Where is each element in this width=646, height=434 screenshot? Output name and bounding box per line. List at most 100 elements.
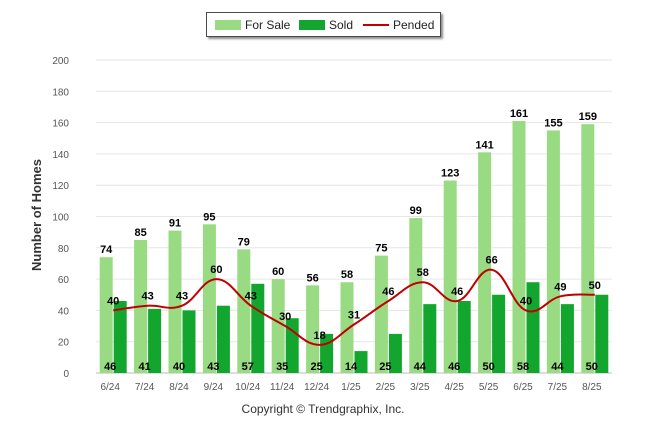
data-label-pended: 40 — [107, 295, 119, 307]
data-label-pended: 31 — [348, 309, 360, 321]
bar-for-sale — [271, 279, 285, 373]
bar-sold — [595, 294, 609, 373]
x-tick-label: 7/24 — [135, 382, 155, 393]
data-label-pended: 58 — [417, 267, 429, 279]
y-tick-label: 160 — [52, 119, 69, 130]
bar-for-sale — [202, 224, 216, 373]
data-label-sold: 46 — [104, 361, 116, 373]
data-label-for-sale: 91 — [169, 218, 181, 230]
bar-sold — [492, 294, 506, 373]
bar-sold — [354, 351, 368, 373]
data-label-pended: 60 — [210, 264, 222, 276]
bar-sold — [182, 310, 196, 373]
pended-line — [113, 268, 595, 346]
data-label-pended: 50 — [589, 280, 601, 292]
x-tick-label: 11/24 — [270, 382, 295, 393]
data-label-pended: 30 — [279, 311, 291, 323]
bar-for-sale — [99, 257, 113, 373]
data-label-sold: 25 — [310, 361, 322, 373]
y-tick-label: 80 — [58, 244, 70, 255]
data-label-pended: 49 — [554, 281, 566, 293]
data-label-pended: 46 — [451, 286, 463, 298]
data-label-sold: 50 — [586, 361, 598, 373]
y-axis-title: Number of Homes — [29, 159, 44, 271]
bar-for-sale — [478, 152, 492, 373]
x-tick-label: 8/25 — [582, 382, 602, 393]
bar-sold — [526, 282, 540, 373]
data-label-for-sale: 85 — [134, 227, 146, 239]
x-tick-label: 12/24 — [304, 382, 329, 393]
y-tick-label: 180 — [52, 87, 69, 98]
x-tick-label: 9/24 — [204, 382, 224, 393]
y-tick-label: 0 — [63, 369, 69, 380]
bar-for-sale — [443, 180, 457, 373]
y-tick-label: 40 — [58, 306, 70, 317]
x-tick-label: 8/24 — [169, 382, 189, 393]
data-label-sold: 25 — [379, 361, 391, 373]
bar-for-sale — [374, 255, 388, 373]
bar-sold — [148, 308, 162, 373]
data-label-sold: 44 — [551, 361, 564, 373]
data-label-sold: 43 — [207, 361, 219, 373]
data-label-for-sale: 74 — [100, 244, 113, 256]
data-label-for-sale: 161 — [510, 108, 528, 120]
legend-label-sold: Sold — [329, 18, 354, 32]
x-tick-label: 10/24 — [235, 382, 260, 393]
data-label-sold: 50 — [482, 361, 494, 373]
data-label-sold: 41 — [138, 361, 150, 373]
data-label-sold: 44 — [414, 361, 427, 373]
y-tick-label: 60 — [58, 275, 70, 286]
bar-for-sale — [512, 121, 526, 373]
data-label-for-sale: 99 — [410, 205, 422, 217]
data-label-for-sale: 58 — [341, 269, 353, 281]
copyright-footer: Copyright © Trendgraphix, Inc. — [241, 402, 405, 416]
y-tick-label: 100 — [52, 213, 69, 224]
legend: For Sale Sold Pended — [206, 12, 441, 37]
data-label-sold: 46 — [448, 361, 460, 373]
data-label-for-sale: 141 — [475, 139, 493, 151]
data-label-pended: 43 — [141, 291, 153, 303]
data-label-for-sale: 95 — [203, 211, 215, 223]
data-label-for-sale: 159 — [579, 111, 597, 123]
data-label-sold: 58 — [517, 361, 529, 373]
data-label-sold: 40 — [173, 361, 185, 373]
y-tick-label: 20 — [58, 338, 70, 349]
data-label-pended: 43 — [245, 291, 257, 303]
x-tick-label: 1/25 — [341, 382, 361, 393]
data-label-for-sale: 75 — [375, 243, 387, 255]
data-label-sold: 35 — [276, 361, 288, 373]
x-tick-label: 5/25 — [479, 382, 499, 393]
y-tick-label: 140 — [52, 150, 69, 161]
x-tick-label: 4/25 — [444, 382, 464, 393]
x-tick-label: 3/25 — [410, 382, 430, 393]
legend-swatch-for-sale — [215, 20, 241, 30]
data-label-pended: 43 — [176, 291, 188, 303]
data-label-pended: 46 — [382, 286, 394, 298]
bar-sold — [560, 304, 574, 373]
bar-sold — [423, 304, 437, 373]
data-label-sold: 57 — [242, 361, 254, 373]
bar-for-sale — [237, 249, 251, 373]
x-tick-label: 7/25 — [548, 382, 568, 393]
legend-swatch-pended — [363, 24, 389, 26]
x-tick-label: 6/25 — [513, 382, 533, 393]
data-label-pended: 66 — [485, 255, 497, 267]
bar-sold — [216, 305, 230, 373]
legend-swatch-sold — [299, 20, 325, 30]
bar-for-sale — [340, 282, 354, 373]
x-tick-label: 2/25 — [376, 382, 396, 393]
data-label-for-sale: 56 — [306, 272, 318, 284]
bar-sold — [251, 283, 265, 373]
data-label-sold: 14 — [345, 361, 358, 373]
data-label-for-sale: 155 — [544, 117, 562, 129]
y-tick-label: 120 — [52, 181, 69, 192]
bar-sold — [457, 301, 471, 373]
bar-for-sale — [581, 124, 595, 373]
legend-label-pended: Pended — [393, 18, 435, 32]
data-label-for-sale: 79 — [238, 236, 250, 248]
data-label-pended: 40 — [520, 295, 532, 307]
data-label-for-sale: 123 — [441, 168, 459, 180]
bar-for-sale — [306, 285, 320, 373]
bar-sold — [388, 333, 402, 373]
